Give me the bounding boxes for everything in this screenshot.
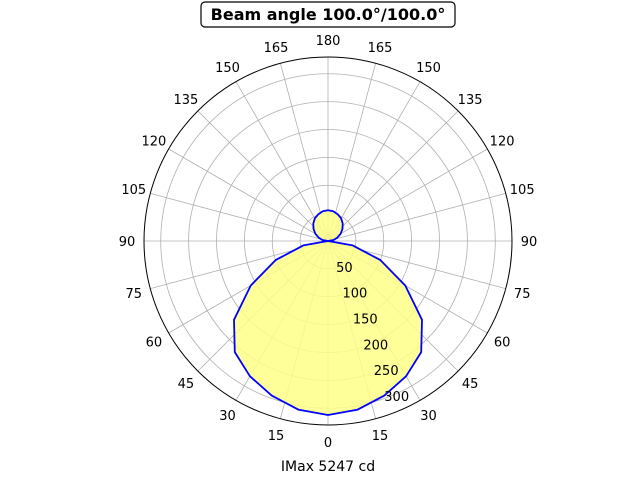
angle-tick-label: 120 (490, 135, 515, 150)
angle-tick-label: 0 (324, 436, 332, 451)
tick-labels: 0 15 15 30 30 45 45 60 60 75 75 90 90 105 105 120 120 135… (119, 34, 538, 451)
angle-tick-label: 150 (215, 61, 240, 76)
angle-grid-line (197, 110, 329, 242)
angle-grid-line (327, 81, 421, 242)
angle-grid-line (279, 63, 329, 242)
angle-grid-line (327, 110, 459, 242)
angle-grid-line (327, 63, 377, 242)
angle-tick-label: 75 (514, 287, 531, 302)
radial-tick-label: 100 (342, 287, 367, 302)
angle-tick-label: 165 (368, 41, 393, 56)
title-box (200, 1, 456, 28)
angle-tick-label: 15 (372, 429, 389, 444)
angle-grid-line (327, 148, 488, 242)
angle-tick-label: 135 (173, 93, 198, 108)
x-axis-label: IMax 5247 cd (281, 459, 375, 475)
angle-tick-label: 150 (416, 61, 441, 76)
angle-tick-label: 15 (268, 429, 285, 444)
angle-tick-label: 60 (494, 336, 511, 351)
angle-tick-label: 60 (146, 336, 163, 351)
angle-tick-label: 120 (141, 135, 166, 150)
angle-tick-label: 165 (264, 41, 289, 56)
angle-tick-label: 105 (510, 183, 535, 198)
radial-tick-label: 150 (353, 313, 378, 328)
angle-tick-label: 75 (126, 287, 143, 302)
polar-frame (143, 56, 513, 426)
beam-fill-1 (313, 210, 343, 241)
angle-tick-label: 90 (119, 235, 136, 250)
radial-tick-label: 200 (363, 338, 388, 353)
title-text: Beam angle 100.0°/100.0° (211, 5, 446, 24)
angle-grid-line (327, 192, 506, 242)
angle-tick-label: 30 (219, 409, 236, 424)
radial-tick-label: 50 (336, 261, 353, 276)
angle-tick-label: 105 (121, 183, 146, 198)
chart-title: Beam angle 100.0°/100.0° (200, 1, 456, 28)
angle-grid-line (235, 81, 329, 242)
beam-fill-0 (234, 241, 422, 415)
angle-tick-label: 45 (178, 377, 195, 392)
beam-curves (233, 209, 423, 416)
angle-tick-label: 30 (420, 409, 437, 424)
angle-tick-label: 180 (316, 34, 341, 49)
beam-curve-1 (312, 209, 344, 242)
angle-tick-label: 135 (458, 93, 483, 108)
angle-grid-line (168, 148, 329, 242)
angle-tick-label: 90 (521, 235, 538, 250)
radial-tick-label: 300 (384, 390, 409, 405)
radial-tick-label: 250 (374, 364, 399, 379)
angle-grid-line (150, 192, 329, 242)
angle-tick-label: 45 (462, 377, 479, 392)
